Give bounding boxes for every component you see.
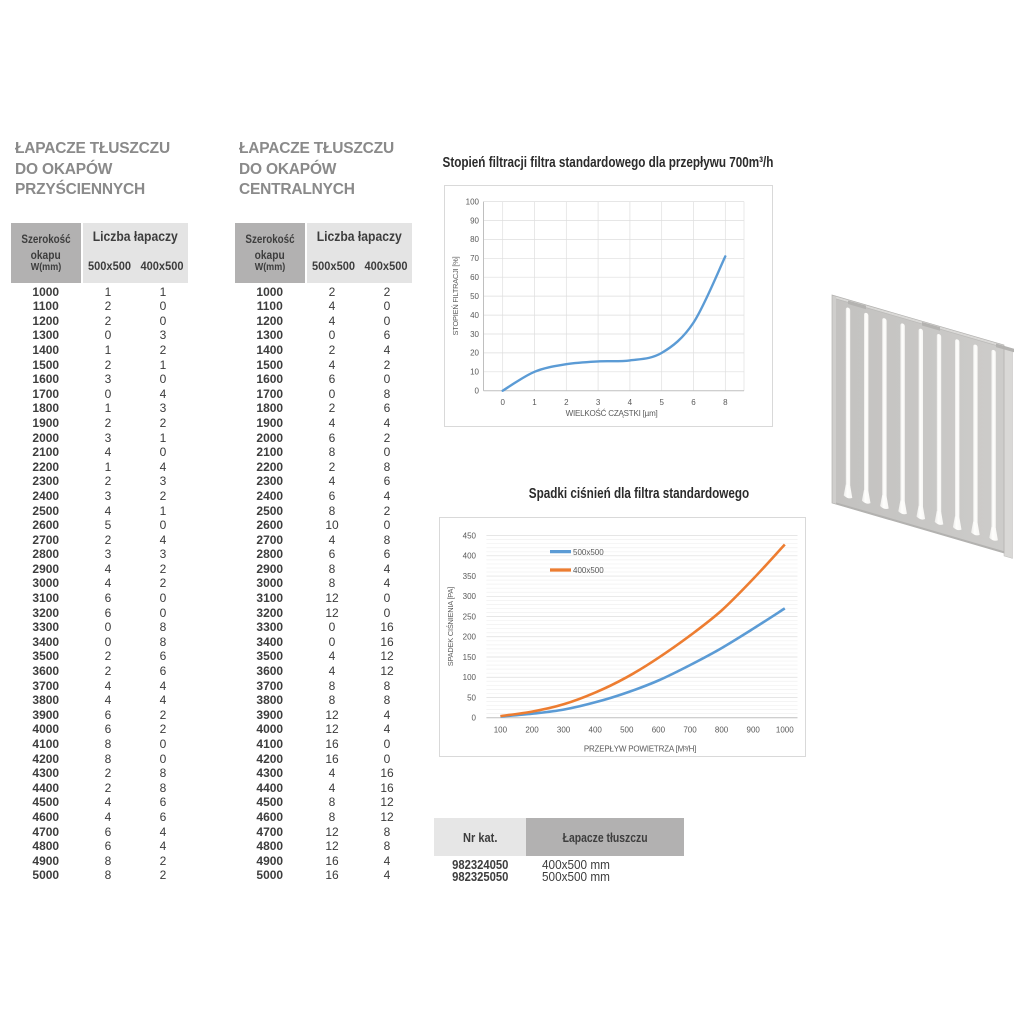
svg-text:200: 200 bbox=[525, 726, 539, 735]
svg-text:30: 30 bbox=[470, 330, 479, 339]
svg-text:PRZEPŁYW POWIETRZA [M³/H]: PRZEPŁYW POWIETRZA [M³/H] bbox=[584, 745, 696, 754]
svg-text:500x500: 500x500 bbox=[573, 548, 604, 557]
svg-text:80: 80 bbox=[470, 235, 479, 244]
svg-text:70: 70 bbox=[470, 254, 479, 263]
svg-text:50: 50 bbox=[470, 292, 479, 301]
svg-text:250: 250 bbox=[463, 612, 477, 621]
svg-text:8: 8 bbox=[723, 398, 728, 407]
svg-text:200: 200 bbox=[463, 633, 477, 642]
svg-text:150: 150 bbox=[463, 653, 477, 662]
svg-text:6: 6 bbox=[691, 398, 696, 407]
svg-text:STOPIEŃ FILTRACJI [%]: STOPIEŃ FILTRACJI [%] bbox=[451, 256, 460, 335]
svg-text:40: 40 bbox=[470, 311, 479, 320]
svg-text:0: 0 bbox=[475, 387, 480, 396]
svg-text:400: 400 bbox=[589, 726, 603, 735]
svg-text:1000: 1000 bbox=[776, 726, 794, 735]
svg-text:90: 90 bbox=[470, 216, 479, 225]
svg-text:2: 2 bbox=[564, 398, 569, 407]
svg-text:5: 5 bbox=[659, 398, 664, 407]
svg-text:400: 400 bbox=[463, 552, 477, 561]
svg-text:900: 900 bbox=[747, 726, 761, 735]
svg-text:300: 300 bbox=[463, 592, 477, 601]
svg-text:700: 700 bbox=[683, 726, 697, 735]
svg-text:300: 300 bbox=[557, 726, 571, 735]
svg-text:800: 800 bbox=[715, 726, 729, 735]
svg-text:20: 20 bbox=[470, 349, 479, 358]
svg-text:3: 3 bbox=[596, 398, 601, 407]
svg-text:600: 600 bbox=[652, 726, 666, 735]
svg-text:4: 4 bbox=[628, 398, 633, 407]
svg-text:WIELKOŚĆ CZĄSTKI [µm]: WIELKOŚĆ CZĄSTKI [µm] bbox=[566, 409, 658, 418]
svg-text:1: 1 bbox=[532, 398, 537, 407]
svg-text:350: 350 bbox=[463, 572, 477, 581]
svg-text:0: 0 bbox=[472, 714, 477, 723]
svg-text:10: 10 bbox=[470, 368, 479, 377]
svg-text:SPADEK CIŚNIENIA [PA]: SPADEK CIŚNIENIA [PA] bbox=[446, 587, 455, 666]
svg-text:450: 450 bbox=[463, 531, 477, 540]
svg-text:100: 100 bbox=[494, 726, 508, 735]
svg-text:60: 60 bbox=[470, 273, 479, 282]
svg-text:500: 500 bbox=[620, 726, 634, 735]
svg-text:0: 0 bbox=[500, 398, 505, 407]
svg-text:400x500: 400x500 bbox=[573, 566, 604, 575]
svg-text:100: 100 bbox=[463, 673, 477, 682]
svg-text:100: 100 bbox=[466, 197, 480, 206]
svg-text:50: 50 bbox=[467, 693, 476, 702]
